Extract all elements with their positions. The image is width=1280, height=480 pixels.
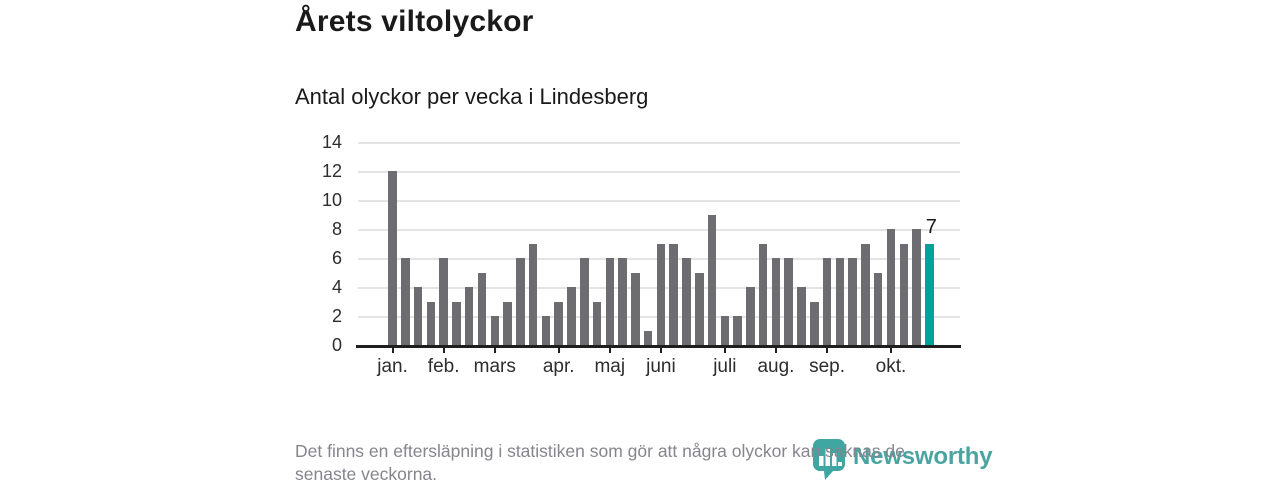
plot-area: jan. feb. mars apr. maj juni juli aug. sep. okt. 7: [356, 142, 961, 377]
bar: [873, 272, 883, 345]
bar-latest-week: [925, 243, 934, 345]
bar: [631, 272, 640, 345]
bar: [771, 258, 781, 345]
bar: [656, 243, 666, 345]
chart-subtitle: Antal olyckor per vecka i Lindesberg: [295, 84, 649, 109]
bar: [810, 301, 819, 345]
bar-chart-pin-icon: [813, 439, 845, 480]
y-axis-label: 6: [331, 247, 342, 268]
newsworthy-logo: Newsworthy: [812, 438, 993, 480]
footnote-line-2: senaste veckorna.: [295, 463, 438, 480]
footnote: Det finns en eftersläpning i statistiken…: [295, 440, 985, 480]
month-label: mars: [473, 356, 516, 377]
month-tick: [493, 348, 496, 353]
y-axis-label: 14: [321, 131, 342, 152]
month-tick: [889, 348, 892, 353]
y-axis-label: 4: [331, 276, 342, 297]
gridline: [358, 171, 960, 173]
bar: [464, 287, 474, 345]
x-axis-line: [356, 345, 961, 348]
bar: [758, 243, 768, 345]
bar: [426, 301, 436, 345]
y-axis-labels: 0 2 4 6 8 10 12 14: [295, 132, 350, 355]
gridline: [358, 142, 960, 144]
month-label: juni: [646, 356, 676, 377]
bar: [592, 301, 602, 345]
bar: [388, 171, 397, 345]
month-tick: [557, 348, 560, 353]
month-label: aug.: [757, 356, 795, 377]
bar: [580, 258, 589, 345]
gridline: [358, 200, 960, 202]
month-label: juli: [713, 356, 737, 377]
bar: [861, 243, 870, 345]
month-label: sep.: [809, 356, 846, 377]
bar: [669, 243, 678, 345]
month-tick: [723, 348, 726, 353]
bar: [848, 258, 857, 345]
bar: [413, 287, 423, 345]
footnote-line-1: Det finns en eftersläpning i statistiken…: [295, 441, 905, 461]
bar: [733, 316, 742, 345]
bar: [618, 258, 627, 345]
month-label: maj: [594, 356, 626, 377]
bar: [784, 258, 793, 345]
bar: [695, 272, 704, 345]
month-tick: [608, 348, 611, 353]
bar: [503, 301, 512, 345]
bar: [822, 258, 832, 345]
bar: [605, 258, 615, 345]
month-tick: [442, 348, 445, 353]
bar: [516, 258, 525, 345]
bar: [797, 287, 806, 345]
bar: [477, 272, 487, 345]
bar: [835, 258, 845, 345]
month-tick: [391, 348, 394, 353]
last-value-annotation: 7: [925, 215, 937, 238]
bar: [720, 316, 730, 345]
y-axis-label: 10: [321, 189, 342, 210]
bar: [567, 287, 576, 345]
bar: [899, 243, 908, 345]
chart-title: Årets viltolyckor: [295, 5, 534, 38]
bar: [886, 229, 896, 345]
bar: [682, 258, 691, 345]
y-axis-label: 2: [331, 305, 342, 326]
bar: [912, 229, 921, 345]
month-label: jan.: [377, 356, 408, 377]
month-label: okt.: [875, 356, 907, 377]
month-tick: [774, 348, 777, 353]
bar: [401, 258, 410, 345]
bar: [707, 214, 717, 345]
month-label: feb.: [427, 356, 460, 377]
bar: [439, 258, 448, 345]
month-tick: [826, 348, 829, 353]
brand-name: Newsworthy: [853, 443, 993, 470]
bar: [452, 301, 461, 345]
bar: [554, 301, 563, 345]
bar: [746, 287, 755, 345]
bar: [528, 243, 538, 345]
bar: [541, 316, 551, 345]
month-label: apr.: [542, 356, 575, 377]
gridline: [358, 229, 960, 231]
bar: [490, 316, 500, 345]
y-axis-label: 0: [331, 334, 342, 355]
y-axis-label: 8: [331, 218, 342, 239]
bar: [643, 330, 653, 345]
y-axis-label: 12: [321, 160, 342, 181]
month-tick: [659, 348, 662, 353]
